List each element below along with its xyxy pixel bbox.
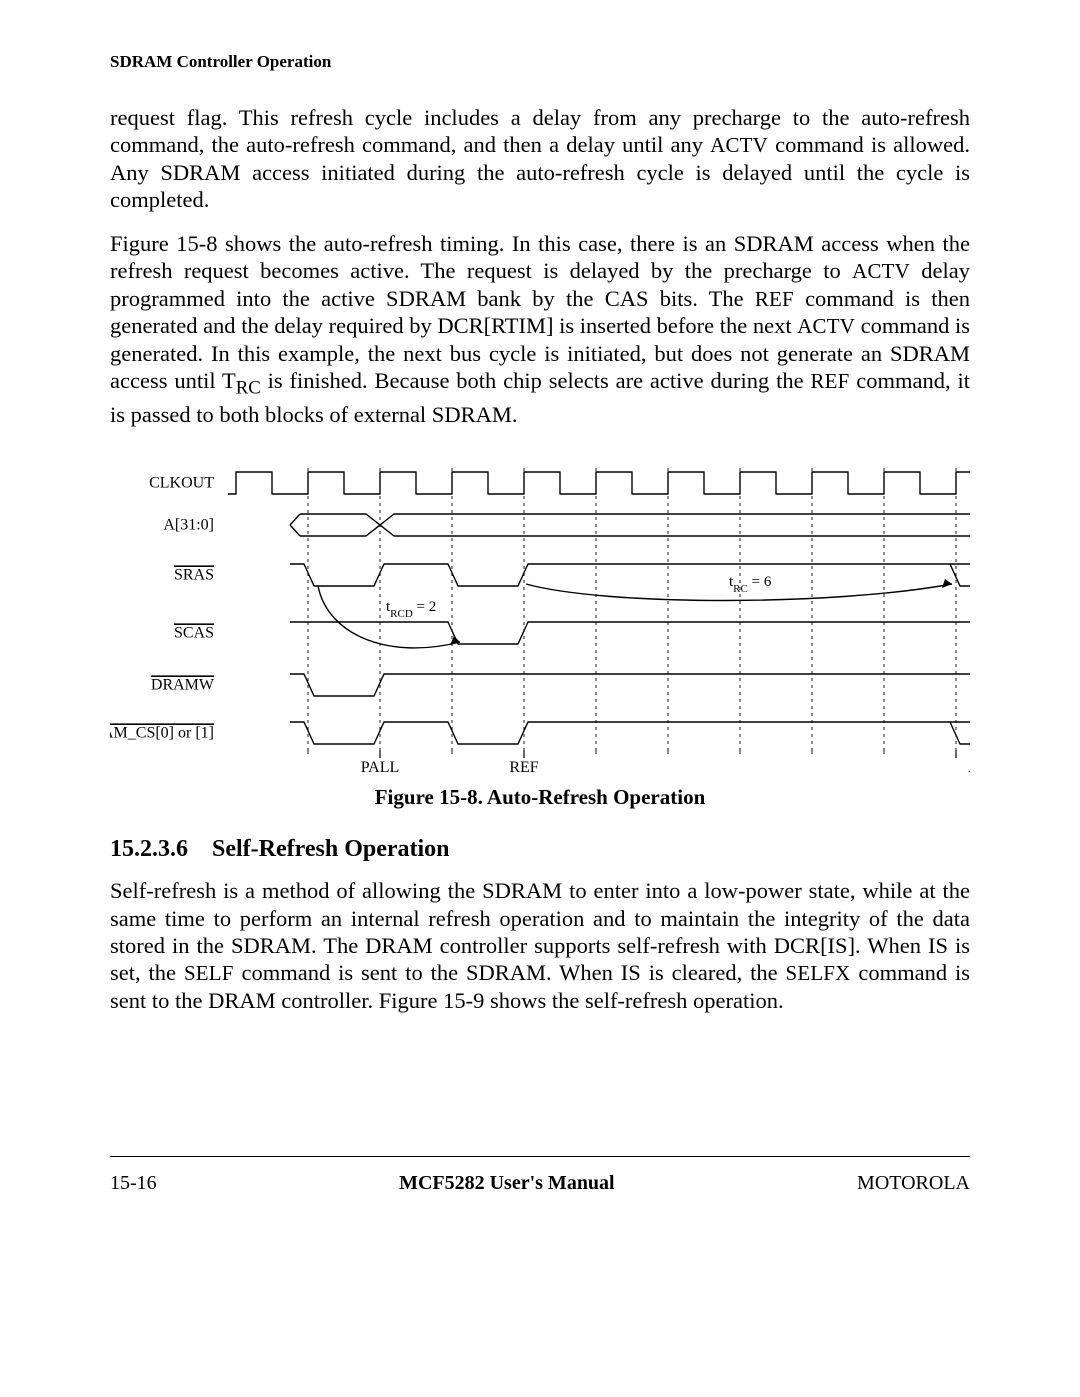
section-heading: 15.2.3.6 Self-Refresh Operation [110, 836, 970, 863]
svg-text:PALL: PALL [361, 759, 400, 774]
svg-text:ACTV: ACTV [968, 759, 970, 774]
svg-text:REF: REF [509, 759, 538, 774]
paragraph-1: request flag. This refresh cycle include… [110, 104, 970, 214]
section-number: 15.2.3.6 [110, 836, 188, 863]
page-footer: 15-16 MCF5282 User's Manual MOTOROLA [110, 1172, 970, 1195]
section-title: Self-Refresh Operation [212, 836, 450, 862]
footer-page-num: 15-16 [110, 1172, 157, 1195]
footer-manual-title: MCF5282 User's Manual [399, 1172, 615, 1195]
paragraph-3: Self-refresh is a method of allowing the… [110, 877, 970, 1014]
svg-text:A[31:0]: A[31:0] [163, 516, 214, 533]
svg-text:DRAMW: DRAMW [151, 676, 215, 693]
paragraph-2: Figure 15-8 shows the auto-refresh timin… [110, 230, 970, 428]
svg-text:SDRAM_CS[0] or [1]: SDRAM_CS[0] or [1] [110, 724, 214, 741]
timing-diagram: CLKOUT A[31:0] SRAS SCAS DRAMW SDRAM_CS[0] or… [110, 444, 970, 774]
figure-15-8: CLKOUT A[31:0] SRAS SCAS DRAMW SDRAM_CS[0] or… [110, 444, 970, 810]
svg-text:SRAS: SRAS [174, 566, 214, 583]
footer-company: MOTOROLA [857, 1172, 970, 1195]
svg-text:CLKOUT: CLKOUT [149, 474, 214, 491]
figure-caption: Figure 15-8. Auto-Refresh Operation [110, 785, 970, 810]
svg-text:tRC = 6: tRC = 6 [729, 574, 772, 595]
svg-text:SCAS: SCAS [174, 624, 214, 641]
svg-text:tRCD = 2: tRCD = 2 [386, 599, 436, 620]
running-head: SDRAM Controller Operation [110, 52, 970, 72]
footer-rule [110, 1156, 970, 1157]
